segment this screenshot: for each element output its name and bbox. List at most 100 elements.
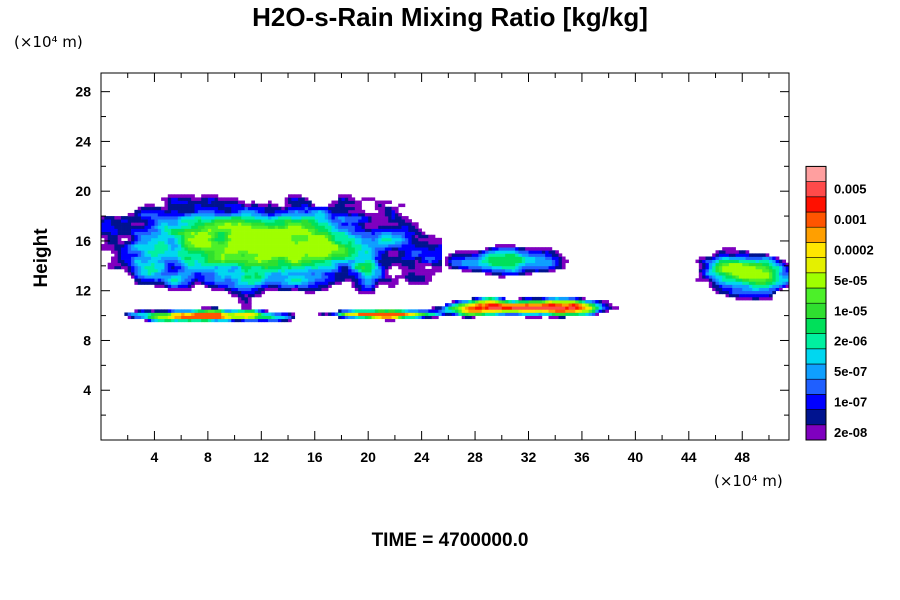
field-cell <box>207 231 212 236</box>
field-cell <box>157 259 162 264</box>
field-cell <box>141 219 145 223</box>
field-cell <box>231 216 235 220</box>
field-cell <box>595 300 599 304</box>
field-cell <box>224 312 229 316</box>
field-cell <box>201 197 205 201</box>
field-cell <box>388 212 392 217</box>
field-cell <box>224 272 229 276</box>
field-cell <box>284 265 289 270</box>
field-cell <box>348 315 352 320</box>
field-cell <box>237 259 242 264</box>
field-cell <box>284 197 289 201</box>
field-cell <box>431 237 436 242</box>
field-cell <box>298 278 302 282</box>
field-cell <box>261 234 265 239</box>
field-cell <box>321 234 326 239</box>
field-cell <box>187 237 192 242</box>
field-cell <box>247 278 252 282</box>
field-cell <box>257 309 262 313</box>
field-cell <box>411 228 416 232</box>
field-cell <box>274 234 279 239</box>
field-cell <box>361 212 366 217</box>
field-cell <box>501 253 506 257</box>
field-cell <box>171 318 175 323</box>
field-cell <box>404 278 409 282</box>
field-cell <box>164 312 169 316</box>
field-cell <box>308 250 312 254</box>
field-cell <box>481 312 486 316</box>
field-cell <box>745 278 750 282</box>
field-cell <box>515 253 519 257</box>
field-cell <box>147 281 152 285</box>
colorbar-label: 1e-05 <box>834 303 867 318</box>
field-cell <box>134 222 139 226</box>
field-cell <box>201 219 205 223</box>
field-cell <box>371 290 376 295</box>
field-cell <box>247 216 252 220</box>
field-cell <box>144 231 149 236</box>
field-cell <box>712 287 716 292</box>
field-cell <box>411 315 416 320</box>
field-cell <box>114 225 119 229</box>
field-cell <box>328 312 332 316</box>
x-tick-label: 24 <box>414 449 430 465</box>
field-cell <box>378 209 382 214</box>
field-cell <box>204 197 209 201</box>
field-cell <box>314 209 319 214</box>
field-cell <box>338 278 342 282</box>
colorbar-swatch <box>805 363 827 380</box>
field-cell <box>184 206 189 211</box>
field-cell <box>161 247 165 251</box>
field-cell <box>364 240 369 245</box>
field-cell <box>722 256 726 260</box>
field-cell <box>131 268 135 273</box>
field-cell <box>324 244 329 248</box>
field-cell <box>515 309 519 313</box>
field-cell <box>394 225 399 229</box>
field-cell <box>231 265 235 270</box>
field-cell <box>388 256 392 260</box>
field-cell <box>221 265 225 270</box>
field-cell <box>284 272 289 276</box>
field-cell <box>324 228 329 232</box>
field-cell <box>144 209 149 214</box>
field-cell <box>177 234 182 239</box>
field-cell <box>434 253 439 257</box>
field-cell <box>505 306 509 310</box>
field-cell <box>314 228 319 232</box>
field-cell <box>348 194 352 198</box>
field-cell <box>201 244 205 248</box>
field-cell <box>358 212 362 217</box>
field-cell <box>151 228 155 232</box>
field-cell <box>505 259 509 264</box>
field-cell <box>257 240 262 245</box>
field-cell <box>261 290 265 295</box>
field-cell <box>151 253 155 257</box>
field-cell <box>601 300 606 304</box>
field-cell <box>131 312 135 316</box>
field-cell <box>181 272 185 276</box>
field-cell <box>201 309 205 313</box>
field-cell <box>735 293 740 298</box>
field-cell <box>157 225 162 229</box>
field-cell <box>247 315 252 320</box>
field-cell <box>605 303 609 307</box>
field-cell <box>755 287 760 292</box>
field-cell <box>732 265 736 270</box>
field-cell <box>491 272 496 276</box>
field-cell <box>308 268 312 273</box>
field-cell <box>257 228 262 232</box>
field-cell <box>725 262 730 267</box>
field-cell <box>438 250 443 254</box>
field-cell <box>772 284 776 288</box>
field-cell <box>394 240 399 245</box>
field-cell <box>241 284 245 288</box>
field-cell <box>227 278 232 282</box>
field-cell <box>371 262 376 267</box>
field-cell <box>187 203 192 208</box>
field-cell <box>227 216 232 220</box>
field-cell <box>354 206 359 211</box>
field-cell <box>157 275 162 279</box>
field-cell <box>151 309 155 313</box>
